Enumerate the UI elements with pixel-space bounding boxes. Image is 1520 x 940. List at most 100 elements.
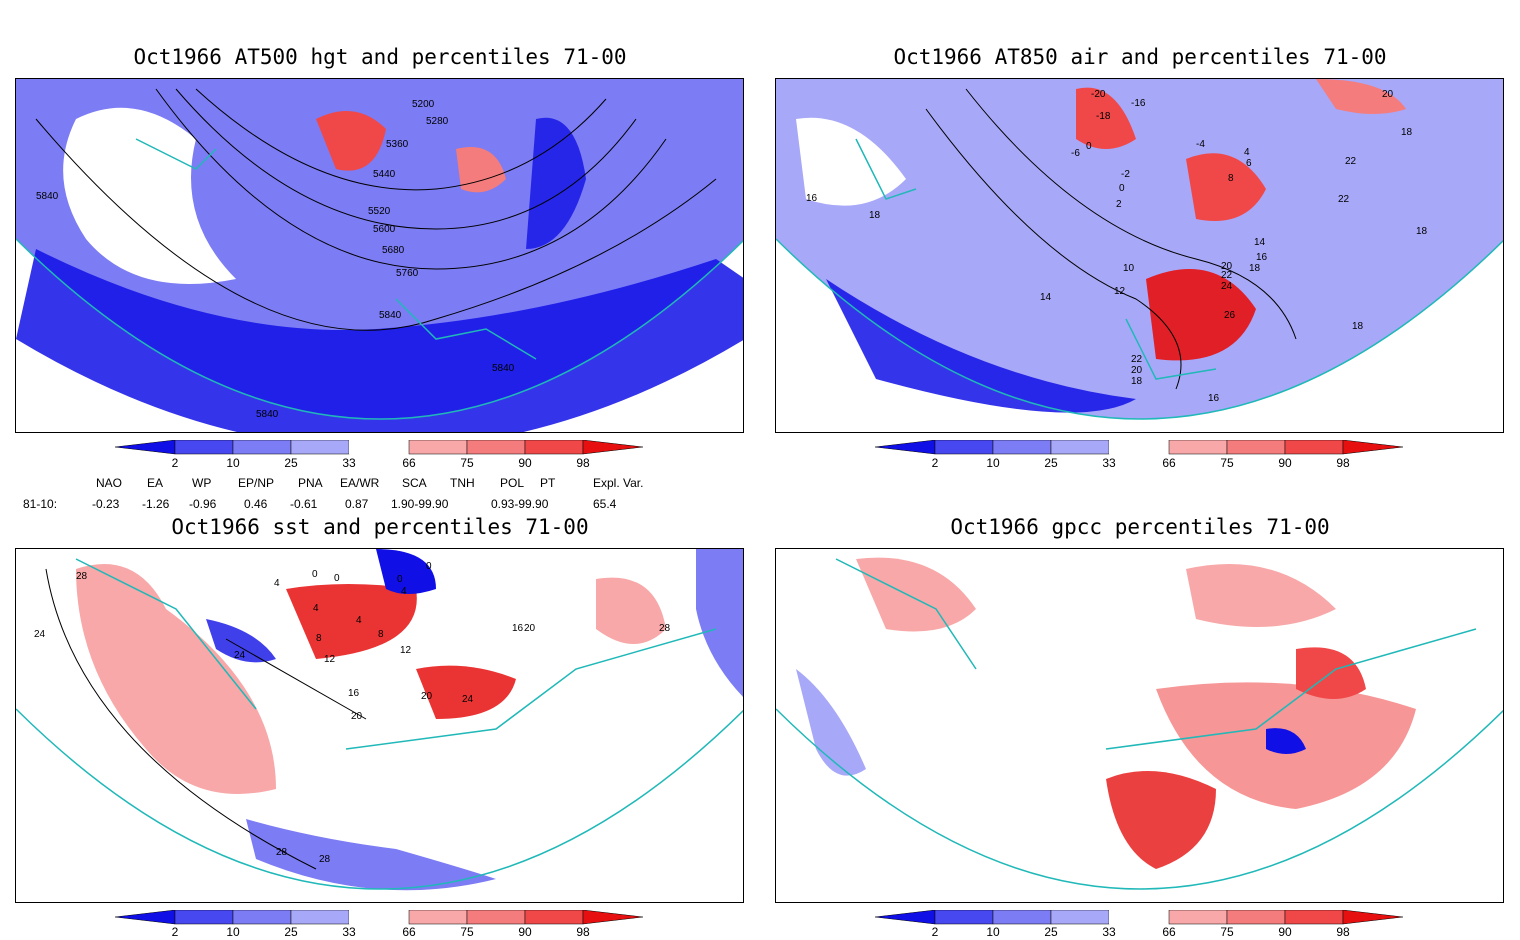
colorbar-tick-label: 98 xyxy=(576,456,590,470)
contour-label: 5760 xyxy=(396,268,419,279)
map-z500[interactable]: 5200 5280 5360 5440 5520 5600 5680 5760 … xyxy=(15,78,744,433)
colorbar-tick-label: 98 xyxy=(1336,925,1350,939)
index-value: 65.4 xyxy=(593,497,617,511)
index-header: NAO xyxy=(96,476,123,490)
contour-label: 16 xyxy=(348,688,360,699)
map-gpcc[interactable] xyxy=(775,548,1504,903)
colorbar-tick-label: 98 xyxy=(1336,456,1350,470)
contour-label: 8 xyxy=(1228,173,1234,184)
colorbar-tick-label: 66 xyxy=(1162,456,1176,470)
contour-label: 28 xyxy=(76,571,88,582)
contour-label: 22 xyxy=(1345,156,1357,167)
panel-title-z500: Oct1966 AT500 hgt and percentiles 71-00 xyxy=(133,45,627,69)
index-value: -0.61 xyxy=(290,497,318,511)
index-value: 0.87 xyxy=(345,497,369,511)
contour-label: 5840 xyxy=(492,363,515,374)
index-header: EP/NP xyxy=(238,476,275,490)
contour-label: 5200 xyxy=(412,99,435,110)
index-header: PNA xyxy=(298,476,323,490)
colorbar-tick-label: 75 xyxy=(460,925,474,939)
colorbar-tick-label: 25 xyxy=(1044,925,1058,939)
contour-label: 20 xyxy=(421,691,433,702)
contour-label: 4 xyxy=(1244,147,1250,158)
contour-label: -2 xyxy=(1121,169,1130,180)
map-t850[interactable]: -20 -16 -18 -6 0 -2 -4 4 6 8 0 2 22 14 1… xyxy=(775,78,1504,433)
map-sst[interactable]: 0 0 0 0 4 4 4 4 8 8 12 12 16 16 20 20 20… xyxy=(15,548,744,903)
contour-label: 24 xyxy=(34,629,46,640)
contour-label: 18 xyxy=(1131,376,1143,387)
contour-label: 8 xyxy=(316,633,322,644)
contour-label: 5520 xyxy=(368,206,391,217)
contour-label: 5280 xyxy=(426,116,449,127)
index-row-label: 81-10: xyxy=(23,497,58,511)
colorbar-tick-label: 10 xyxy=(986,456,1000,470)
contour-label: 5440 xyxy=(373,169,396,180)
colorbar-tick-label: 90 xyxy=(1278,456,1292,470)
contour-label: 5600 xyxy=(373,224,396,235)
contour-label: 8 xyxy=(378,629,384,640)
colorbar-gpcc xyxy=(875,910,1404,925)
contour-label: 5360 xyxy=(386,139,409,150)
contour-label: 16 xyxy=(806,193,818,204)
colorbar-tick-label: 66 xyxy=(1162,925,1176,939)
index-value: 1.90-99.90 xyxy=(391,497,449,511)
contour-label: 4 xyxy=(356,615,362,626)
index-value: 0.46 xyxy=(244,497,268,511)
contour-label: 0 xyxy=(334,573,340,584)
contour-label: 18 xyxy=(1352,321,1364,332)
contour-label: 20 xyxy=(351,711,363,722)
index-header: Expl. Var. xyxy=(593,476,644,490)
colorbar-tick-label: 90 xyxy=(1278,925,1292,939)
contour-label: 18 xyxy=(1416,226,1428,237)
colorbar-tick-label: 90 xyxy=(518,925,532,939)
contour-label: 5840 xyxy=(36,191,59,202)
colorbar-tick-label: 98 xyxy=(576,925,590,939)
contour-label: 14 xyxy=(1254,237,1266,248)
colorbar-tick-label: 10 xyxy=(226,456,240,470)
colorbar-sst xyxy=(115,910,644,925)
contour-label: 5680 xyxy=(382,245,405,256)
contour-label: -16 xyxy=(1131,98,1146,109)
contour-label: 22 xyxy=(1338,194,1350,205)
contour-label: 14 xyxy=(1040,292,1052,303)
colorbar-tick-label: 90 xyxy=(518,456,532,470)
colorbar-tick-label: 2 xyxy=(931,925,939,939)
contour-label: 28 xyxy=(659,623,671,634)
colorbar-z500 xyxy=(115,440,644,455)
colorbar-tick-label: 2 xyxy=(171,456,179,470)
contour-label: 6 xyxy=(1246,158,1252,169)
colorbar-tick-label: 66 xyxy=(402,456,416,470)
contour-label: -6 xyxy=(1071,148,1080,159)
colorbar-tick-label: 33 xyxy=(342,456,356,470)
colorbar-tick-label: 33 xyxy=(342,925,356,939)
contour-label: 0 xyxy=(1086,141,1092,152)
colorbar-tick-label: 33 xyxy=(1102,925,1116,939)
index-header: WP xyxy=(192,476,212,490)
contour-label: 22 xyxy=(1221,270,1233,281)
colorbar-tick-label: 2 xyxy=(171,925,179,939)
contour-label: 24 xyxy=(462,694,474,705)
contour-label: 16 xyxy=(1208,393,1220,404)
contour-label: 20 xyxy=(1382,89,1394,100)
contour-label: 12 xyxy=(400,645,412,656)
contour-label: 28 xyxy=(276,847,288,858)
index-value: 0.93-99.90 xyxy=(491,497,549,511)
contour-label: 4 xyxy=(274,578,280,589)
map-z500-svg: 5200 5280 5360 5440 5520 5600 5680 5760 … xyxy=(16,79,743,432)
contour-label: 0 xyxy=(397,574,403,585)
contour-label: 24 xyxy=(234,650,246,661)
index-value: -0.23 xyxy=(92,497,120,511)
colorbar-tick-label: 33 xyxy=(1102,456,1116,470)
map-sst-svg: 0 0 0 0 4 4 4 4 8 8 12 12 16 16 20 20 20… xyxy=(16,549,743,891)
contour-label: 0 xyxy=(426,561,432,572)
index-value: -1.26 xyxy=(142,497,170,511)
index-header: TNH xyxy=(450,476,475,490)
contour-label: 4 xyxy=(401,586,407,597)
map-t850-svg: -20 -16 -18 -6 0 -2 -4 4 6 8 0 2 22 14 1… xyxy=(776,79,1503,420)
contour-label: 0 xyxy=(312,569,318,580)
contour-label: 2 xyxy=(1116,199,1122,210)
panel-title-t850: Oct1966 AT850 air and percentiles 71-00 xyxy=(893,45,1387,69)
colorbar-tick-label: 75 xyxy=(1220,925,1234,939)
colorbar-tick-label: 66 xyxy=(402,925,416,939)
contour-label: -4 xyxy=(1196,139,1205,150)
